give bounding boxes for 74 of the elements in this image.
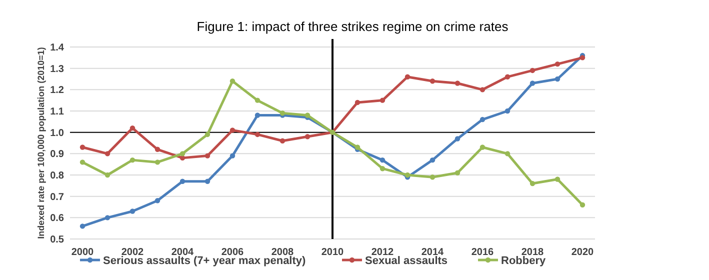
point bbox=[130, 125, 136, 131]
point bbox=[380, 157, 386, 163]
point bbox=[504, 74, 510, 80]
point bbox=[454, 170, 460, 176]
y-tick-label: 1.1 bbox=[50, 106, 64, 118]
x-tick-label: 2016 bbox=[471, 247, 494, 258]
point bbox=[130, 208, 136, 214]
point bbox=[454, 80, 460, 86]
point bbox=[154, 198, 160, 204]
point bbox=[554, 76, 560, 82]
point bbox=[530, 80, 536, 86]
point bbox=[480, 116, 486, 122]
point bbox=[354, 100, 360, 106]
point bbox=[430, 157, 436, 163]
y-tick-label: 0.6 bbox=[50, 213, 64, 224]
point bbox=[504, 151, 510, 156]
point bbox=[454, 136, 460, 142]
point bbox=[80, 224, 86, 229]
point bbox=[430, 174, 436, 180]
point bbox=[104, 151, 110, 156]
point bbox=[480, 144, 486, 150]
point bbox=[504, 108, 510, 114]
point bbox=[204, 153, 210, 158]
point bbox=[254, 112, 260, 118]
point bbox=[580, 55, 586, 60]
point bbox=[404, 172, 410, 178]
point bbox=[230, 78, 236, 84]
point bbox=[254, 98, 260, 103]
point bbox=[254, 132, 260, 138]
point bbox=[154, 160, 160, 165]
x-tick-label: 2012 bbox=[371, 247, 394, 258]
point bbox=[204, 178, 210, 184]
y-tick-label: 1.4 bbox=[50, 42, 64, 54]
y-tick-label: 0.9 bbox=[50, 149, 64, 160]
legend-label: Robbery bbox=[501, 255, 546, 267]
point bbox=[180, 178, 186, 184]
point bbox=[580, 202, 586, 208]
point bbox=[530, 68, 536, 74]
point bbox=[230, 153, 236, 158]
point bbox=[204, 132, 210, 138]
x-tick-label: 2010 bbox=[321, 247, 344, 258]
x-tick-label: 2020 bbox=[571, 247, 594, 258]
x-tick-label: 2000 bbox=[71, 247, 94, 258]
y-tick-label: 0.5 bbox=[50, 234, 64, 246]
chart-title: Figure 1: impact of three strikes regime on crime rates bbox=[196, 19, 509, 34]
x-tick-label: 2002 bbox=[121, 247, 144, 258]
point bbox=[554, 61, 560, 67]
point bbox=[280, 138, 286, 144]
point bbox=[380, 166, 386, 172]
point bbox=[104, 215, 110, 220]
legend-label: Sexual assaults bbox=[365, 255, 448, 267]
y-tick-label: 1.2 bbox=[50, 85, 64, 96]
point bbox=[130, 157, 136, 163]
point bbox=[530, 180, 536, 186]
point bbox=[80, 160, 86, 165]
y-tick-label: 1.0 bbox=[50, 128, 64, 139]
point bbox=[480, 87, 486, 92]
point bbox=[430, 78, 436, 84]
point bbox=[230, 128, 236, 133]
point bbox=[180, 155, 186, 161]
y-axis-title: Indexed rate per 100,000 population (2010=1) bbox=[36, 47, 46, 239]
y-tick-label: 0.8 bbox=[50, 170, 64, 182]
y-tick-label: 1.3 bbox=[50, 64, 64, 75]
point bbox=[554, 176, 560, 182]
legend-label: Serious assaults (7+ year max penalty) bbox=[103, 255, 306, 267]
point bbox=[404, 74, 410, 80]
point bbox=[380, 98, 386, 103]
y-tick-label: 0.7 bbox=[50, 192, 64, 203]
point bbox=[80, 144, 86, 150]
x-tick-label: 2006 bbox=[221, 247, 244, 258]
point bbox=[154, 146, 160, 152]
point bbox=[180, 151, 186, 156]
point bbox=[104, 172, 110, 178]
point bbox=[304, 134, 310, 140]
